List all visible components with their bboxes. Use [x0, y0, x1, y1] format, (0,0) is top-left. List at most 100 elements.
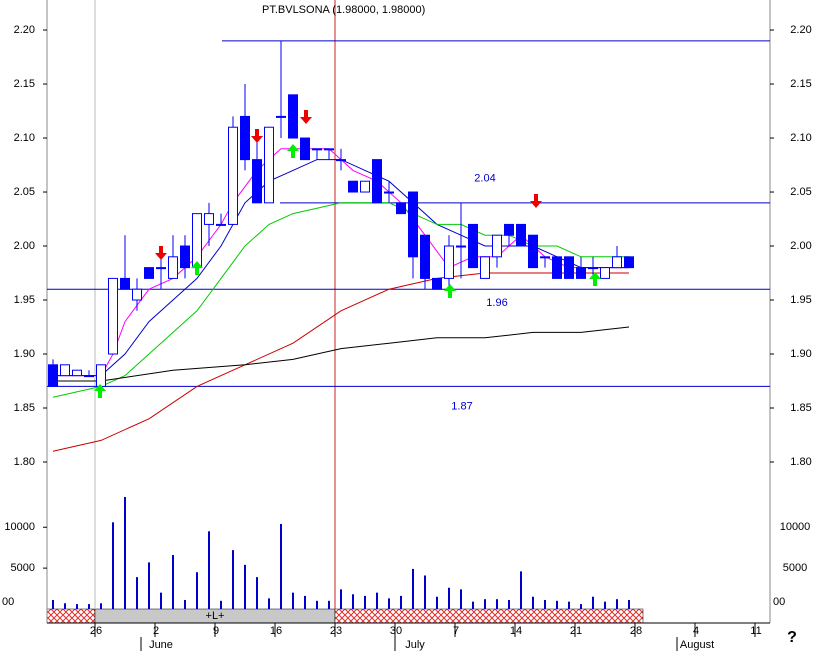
candle-body	[396, 202, 406, 215]
candle-body	[312, 148, 322, 151]
candle-body	[132, 288, 142, 301]
level-label: 2.04	[474, 173, 495, 185]
y-tick-label: 1.90	[790, 348, 811, 360]
y-tick-label: 2.05	[14, 186, 35, 198]
candle-body	[624, 256, 634, 269]
candle-body	[324, 148, 334, 151]
x-tick-label: 9	[213, 625, 219, 637]
candle-body	[228, 126, 238, 225]
candle-body	[528, 234, 538, 269]
candle-body	[252, 159, 262, 204]
candle-body	[612, 256, 622, 269]
x-tick-label: 7	[453, 625, 459, 637]
candle-body	[156, 267, 166, 270]
y-tick-label: 1.90	[14, 348, 35, 360]
buy-arrow	[287, 144, 299, 158]
volume-cut-label: 00	[2, 596, 14, 608]
candle-body	[192, 213, 202, 269]
y-tick-label: 2.20	[790, 24, 811, 36]
candle-body	[372, 159, 382, 204]
x-tick-label: 11	[750, 625, 761, 637]
candle-body	[408, 191, 418, 258]
x-tick-label: 14	[510, 625, 522, 637]
level-label: 1.87	[451, 400, 472, 412]
hatch-band	[46, 608, 96, 624]
help-button[interactable]: ?	[787, 629, 797, 646]
hatch-band	[334, 608, 644, 624]
moving-average	[52, 272, 629, 452]
candle-body	[600, 267, 610, 279]
x-tick-label: 4	[693, 625, 699, 637]
candle-body	[48, 364, 58, 387]
candle-body	[180, 245, 190, 269]
moving-average	[53, 326, 630, 382]
y-tick-label: 2.00	[14, 240, 35, 252]
candle-body	[516, 223, 526, 247]
candle-body	[204, 213, 214, 225]
y2-tick-label: 5000	[11, 562, 35, 574]
y-tick-label: 2.00	[790, 240, 811, 252]
candle-body	[72, 369, 82, 377]
x-tick-label: 26	[90, 625, 102, 637]
buy-arrow	[191, 261, 203, 275]
y-tick-label: 2.05	[790, 186, 811, 198]
y2-tick-label: 5000	[783, 562, 807, 574]
candle-body	[384, 191, 394, 194]
buy-arrow	[444, 284, 456, 298]
candle-body	[468, 223, 478, 269]
candle-body	[552, 256, 562, 279]
candle-body	[444, 245, 454, 279]
candle-body	[96, 364, 106, 387]
candle-body	[336, 159, 346, 162]
candle-body	[564, 256, 574, 279]
y2-tick-label: 10000	[4, 521, 35, 533]
sell-arrow	[300, 110, 312, 124]
buy-arrow	[94, 384, 106, 398]
moving-average	[53, 148, 629, 377]
candle-body	[480, 256, 490, 279]
buy-arrow	[589, 272, 601, 286]
level-label: 1.96	[486, 297, 507, 309]
candle-body	[360, 180, 370, 193]
volume-cut-label: 00	[773, 596, 785, 608]
y-tick-label: 2.15	[790, 78, 811, 90]
x-tick-label: 30	[390, 625, 402, 637]
month-label: July	[405, 639, 425, 651]
y-tick-label: 1.80	[790, 456, 811, 468]
y-tick-label: 1.80	[14, 456, 35, 468]
candle-body	[576, 267, 586, 279]
y-tick-label: 2.10	[14, 132, 35, 144]
sell-arrow	[155, 246, 167, 260]
y-tick-label: 2.15	[14, 78, 35, 90]
y-tick-label: 1.95	[790, 294, 811, 306]
candle-body	[240, 115, 250, 161]
x-tick-label: 28	[630, 625, 642, 637]
x-tick-label: 21	[570, 625, 582, 637]
candle-body	[492, 234, 502, 258]
candle-body	[348, 180, 358, 193]
month-label: August	[680, 639, 714, 651]
candle-body	[420, 234, 430, 279]
candle-body	[288, 94, 298, 139]
candle-body	[168, 256, 178, 279]
candle-body	[120, 277, 130, 290]
candle-body	[264, 126, 274, 204]
candle-body	[60, 364, 70, 377]
y-tick-label: 2.10	[790, 132, 811, 144]
candle-body	[504, 223, 514, 236]
sell-arrow	[530, 194, 542, 208]
x-tick-label: 23	[330, 625, 342, 637]
candle-body	[144, 267, 154, 279]
candle-body	[456, 245, 466, 248]
candle-body	[216, 223, 226, 226]
candle-body	[108, 277, 118, 355]
candle-body	[84, 375, 94, 378]
moving-average	[53, 159, 629, 377]
y-tick-label: 1.85	[14, 402, 35, 414]
candle-body	[300, 137, 310, 161]
candle-body	[276, 115, 286, 118]
band-label: +L+	[206, 610, 225, 622]
month-label: June	[149, 639, 173, 651]
